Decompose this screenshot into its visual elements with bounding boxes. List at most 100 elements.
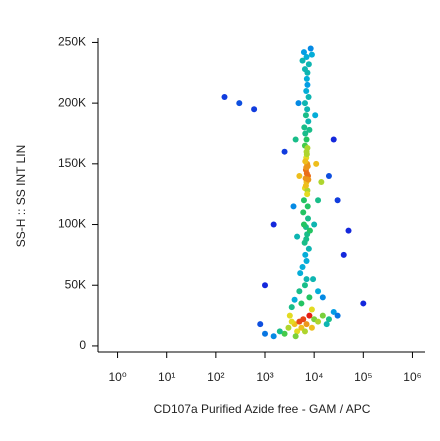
point: [303, 87, 310, 94]
point: [288, 304, 295, 311]
point: [296, 288, 303, 295]
point: [330, 308, 337, 315]
point: [288, 318, 295, 325]
point: [257, 321, 264, 328]
point: [312, 112, 319, 119]
point: [304, 69, 311, 76]
point: [262, 330, 269, 337]
point: [281, 148, 288, 155]
point: [262, 282, 269, 289]
y-tick-label: 150K: [58, 156, 86, 170]
point: [303, 276, 310, 283]
point: [305, 245, 312, 252]
point: [299, 264, 306, 271]
point: [303, 236, 310, 243]
point: [295, 100, 302, 107]
point: [304, 106, 311, 113]
point: [286, 312, 293, 319]
point: [323, 321, 330, 328]
point: [305, 176, 312, 183]
point: [303, 75, 310, 82]
point: [303, 53, 310, 60]
point: [307, 45, 314, 52]
point: [300, 209, 307, 216]
point: [304, 191, 311, 198]
point: [285, 324, 292, 331]
point: [300, 221, 307, 228]
point: [345, 227, 352, 234]
point: [300, 197, 307, 204]
point: [276, 328, 283, 335]
point: [304, 203, 311, 210]
y-tick-label: 0: [79, 338, 86, 352]
point: [302, 130, 309, 137]
point: [311, 221, 318, 228]
point: [305, 61, 312, 68]
point: [305, 215, 312, 222]
point: [315, 197, 322, 204]
point: [306, 227, 313, 234]
y-tick-label: 100K: [58, 217, 86, 231]
point: [318, 179, 325, 186]
point: [308, 51, 315, 58]
point: [305, 118, 312, 125]
point: [319, 294, 326, 301]
point: [290, 203, 297, 210]
x-tick-label: 10⁵: [354, 370, 372, 384]
x-axis-title: CD107a Purified Azide free - GAM / APC: [154, 402, 371, 416]
point: [270, 221, 277, 228]
point: [304, 145, 311, 152]
x-tick-label: 10²: [207, 370, 224, 384]
point: [298, 300, 305, 307]
point: [303, 164, 310, 171]
point: [301, 124, 308, 131]
point: [315, 288, 322, 295]
point: [303, 257, 310, 264]
point: [340, 251, 347, 258]
point: [305, 94, 312, 101]
y-axis-title: SS-H :: SS INT LIN: [14, 145, 28, 247]
point: [294, 328, 301, 335]
y-tick-label: 200K: [58, 95, 86, 109]
point: [330, 136, 337, 143]
x-tick-label: 10⁶: [403, 370, 421, 384]
point: [303, 321, 310, 328]
x-tick-label: 10¹: [158, 370, 175, 384]
x-tick-label: 10⁴: [305, 370, 324, 384]
y-tick-label: 250K: [58, 35, 86, 49]
point: [334, 197, 341, 204]
point: [301, 328, 308, 335]
x-tick-label: 10³: [256, 370, 273, 384]
y-tick-label: 50K: [65, 277, 86, 291]
point: [251, 106, 258, 113]
point: [306, 312, 313, 319]
point: [300, 316, 307, 323]
point: [221, 94, 228, 101]
point: [306, 126, 313, 133]
point: [325, 316, 332, 323]
point: [334, 312, 341, 319]
point: [291, 296, 298, 303]
point: [270, 333, 277, 340]
point: [294, 233, 301, 240]
point: [281, 330, 288, 337]
point: [308, 306, 315, 313]
point: [306, 294, 313, 301]
point: [303, 151, 310, 158]
point: [325, 172, 332, 179]
point: [301, 282, 308, 289]
point: [236, 100, 243, 107]
point: [302, 182, 309, 189]
point: [315, 318, 322, 325]
point: [302, 112, 309, 119]
point: [303, 170, 310, 177]
point: [302, 158, 309, 165]
point: [303, 136, 310, 143]
x-tick-label: 10⁰: [108, 370, 126, 384]
point: [302, 251, 309, 258]
point: [299, 57, 306, 64]
point: [300, 49, 307, 56]
point: [319, 312, 326, 319]
point: [301, 100, 308, 107]
